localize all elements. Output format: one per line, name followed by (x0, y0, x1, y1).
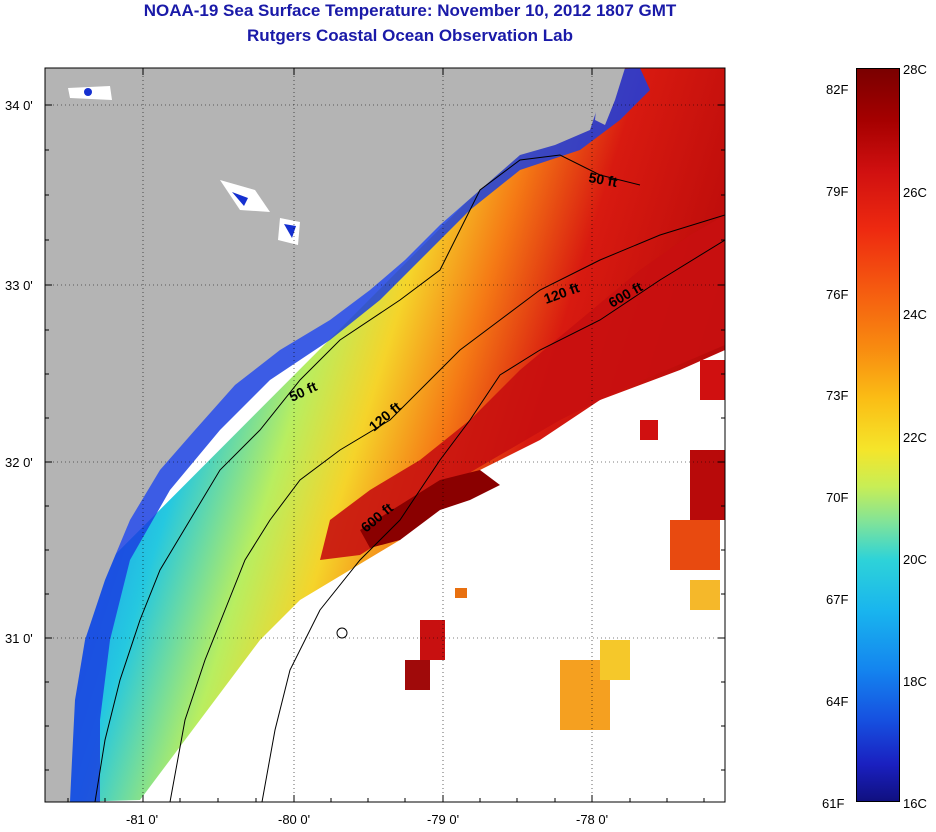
inland-lake-4 (232, 192, 248, 206)
map-frame (44, 67, 726, 803)
gulf-stream-core (320, 215, 725, 560)
inland-lake-5 (284, 224, 296, 238)
sst-field (70, 68, 725, 802)
colorbar-f-70: 70F (826, 490, 849, 505)
graticule (45, 68, 725, 802)
lat-label-33: 33 0' (5, 278, 33, 293)
colorbar-f-67: 67F (826, 592, 849, 607)
colorbar-c-16: 16C (903, 796, 927, 811)
depth-contours (94, 154, 725, 802)
colorbar-f-76: 76F (826, 287, 849, 302)
colorbar-f-73: 73F (826, 388, 849, 403)
colorbar-c-26: 26C (903, 185, 927, 200)
lon-label-81: -81 0' (126, 812, 158, 827)
land-mass (45, 68, 600, 802)
lon-label-78: -78 0' (576, 812, 608, 827)
contour-label-50ft-north: 50 ft (587, 169, 618, 190)
colorbar-c-24: 24C (903, 307, 927, 322)
axis-ticks (45, 68, 725, 802)
colorbar-f-61: 61F (822, 796, 845, 811)
lake-water (84, 88, 92, 96)
colorbar-f-64: 64F (826, 694, 849, 709)
colorbar-c-20: 20C (903, 552, 927, 567)
colorbar-f-82: 82F (826, 82, 849, 97)
deep-red-patch (360, 470, 500, 548)
lon-label-79: -79 0' (427, 812, 459, 827)
warm-pixel-clusters (405, 360, 725, 730)
lat-label-34: 34 0' (5, 98, 33, 113)
contour-50ft (94, 154, 641, 802)
temperature-colorbar (856, 68, 900, 802)
lat-label-32: 32 0' (5, 455, 33, 470)
colorbar-c-18: 18C (903, 674, 927, 689)
map-title: NOAA-19 Sea Surface Temperature: Novembe… (143, 1, 677, 20)
contour-120ft (169, 214, 725, 802)
lat-label-31: 31 0' (5, 631, 33, 646)
map-subtitle: Rutgers Coastal Ocean Observation Lab (247, 26, 573, 45)
colorbar-c-28: 28C (903, 62, 927, 77)
cape-fear-land (595, 68, 625, 125)
colorbar-c-22: 22C (903, 430, 927, 445)
colorbar-f-79: 79F (826, 184, 849, 199)
contour-600ft (261, 239, 725, 802)
lon-label-80: -80 0' (278, 812, 310, 827)
inland-lake (220, 180, 270, 212)
